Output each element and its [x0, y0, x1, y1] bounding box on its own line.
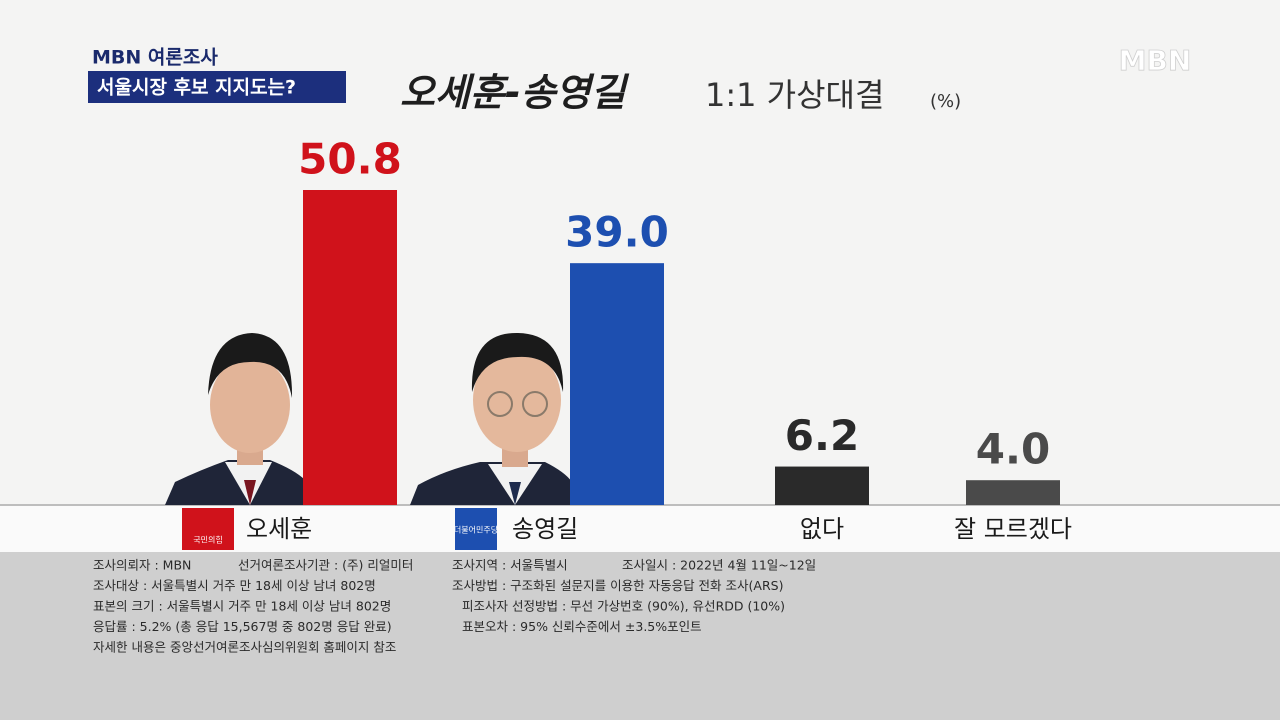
value-label: 39.0 — [565, 208, 669, 257]
candidate-photo — [165, 333, 305, 505]
footnote: 자세한 내용은 중앙선거여론조사심의위원회 홈페이지 참조 — [93, 640, 396, 655]
value-label: 6.2 — [785, 411, 859, 460]
footer-band — [0, 552, 1280, 720]
bar — [966, 480, 1060, 505]
footnote: 피조사자 선정방법 : 무선 가상번호 (90%), 유선RDD (10%) — [462, 599, 785, 614]
headline-box — [88, 71, 346, 103]
footnote: 조사지역 : 서울특별시 — [452, 558, 568, 573]
footnote: 응답률 : 5.2% (총 응답 15,567명 중 802명 응답 완료) — [93, 619, 392, 634]
party-logo — [455, 508, 497, 550]
value-label: 50.8 — [298, 135, 402, 184]
logo: MBN — [1119, 44, 1192, 77]
unit: (%) — [930, 91, 961, 112]
category-label: 송영길 — [512, 515, 578, 543]
party-logo-text: 국민의힘 — [193, 535, 222, 545]
category-label: 잘 모르겠다 — [954, 515, 1072, 543]
footnote: 표본의 크기 : 서울특별시 거주 만 18세 이상 남녀 802명 — [93, 599, 391, 614]
category-label: 없다 — [800, 515, 844, 543]
footnote: 조사방법 : 구조화된 설문지를 이용한 자동응답 전화 조사(ARS) — [452, 578, 783, 593]
bar — [570, 263, 664, 505]
value-label: 4.0 — [976, 425, 1050, 474]
footnote: 조사일시 : 2022년 4월 11일~12일 — [622, 558, 816, 573]
candidate-photo — [410, 332, 572, 505]
bar — [303, 190, 397, 505]
party-logo-text: 더불어민주당 — [454, 525, 499, 535]
badge: MBN 여론조사 — [92, 47, 218, 69]
category-label: 오세훈 — [246, 515, 312, 543]
footnote: 표본오차 : 95% 신뢰수준에서 ±3.5%포인트 — [462, 619, 702, 634]
footnote: 선거여론조사기관 : (주) 리얼미터 — [238, 558, 413, 573]
headline: 서울시장 후보 지지도는? — [97, 77, 296, 99]
footnote: 조사의뢰자 : MBN — [93, 558, 191, 573]
bar — [775, 466, 869, 505]
chart-title: 오세훈-송영길 — [400, 71, 630, 115]
chart-subtitle: 1:1 가상대결 — [705, 76, 884, 114]
party-logo — [182, 508, 234, 550]
footnote: 조사대상 : 서울특별시 거주 만 18세 이상 남녀 802명 — [93, 578, 376, 593]
